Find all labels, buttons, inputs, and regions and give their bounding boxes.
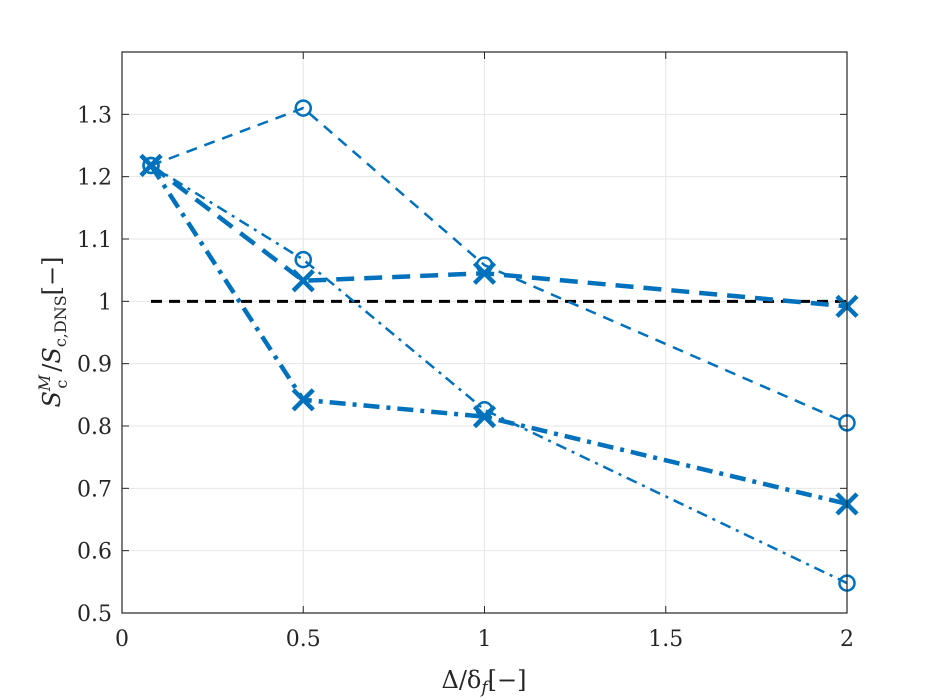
x-tick-label: 0.5	[286, 627, 321, 652]
data-point	[291, 269, 315, 293]
y-tick-label: 1.1	[77, 228, 112, 253]
y-tick-label: 0.6	[77, 540, 112, 565]
ticks	[121, 52, 848, 614]
x-axis-label: Δ/δf[−]	[441, 666, 526, 698]
series-line	[150, 106, 848, 425]
x-tick-labels: 0 0.5 1 1.5 2	[115, 627, 854, 652]
data-point	[472, 405, 497, 429]
y-tick-label: 1.2	[77, 166, 112, 191]
series-layer	[139, 99, 859, 592]
x-tick-label: 1	[478, 627, 492, 652]
data-point	[472, 261, 497, 285]
y-tick-label: 1.3	[77, 103, 112, 128]
series-line	[150, 164, 848, 585]
y-tick-label: 0.5	[77, 602, 112, 627]
y-tick-label: 1	[98, 290, 112, 315]
x-tick-label: 1.5	[648, 627, 683, 652]
data-point	[294, 250, 312, 269]
series-line	[149, 163, 848, 309]
y-tick-labels: 0.5 0.6 0.7 0.8 0.9 1 1.1 1.2 1.3	[77, 103, 112, 627]
data-point	[291, 388, 315, 412]
data-point	[139, 153, 163, 178]
x-tick-label: 0	[115, 627, 129, 652]
series-line	[149, 164, 848, 507]
data-point	[294, 99, 312, 117]
y-tick-label: 0.9	[77, 353, 112, 378]
x-tick-label: 2	[840, 627, 854, 652]
y-axis-label: SMc/Sc,DNS[−]	[35, 256, 71, 407]
data-point	[142, 156, 160, 175]
y-tick-label: 0.8	[77, 415, 112, 440]
y-tick-label: 0.7	[77, 477, 112, 502]
